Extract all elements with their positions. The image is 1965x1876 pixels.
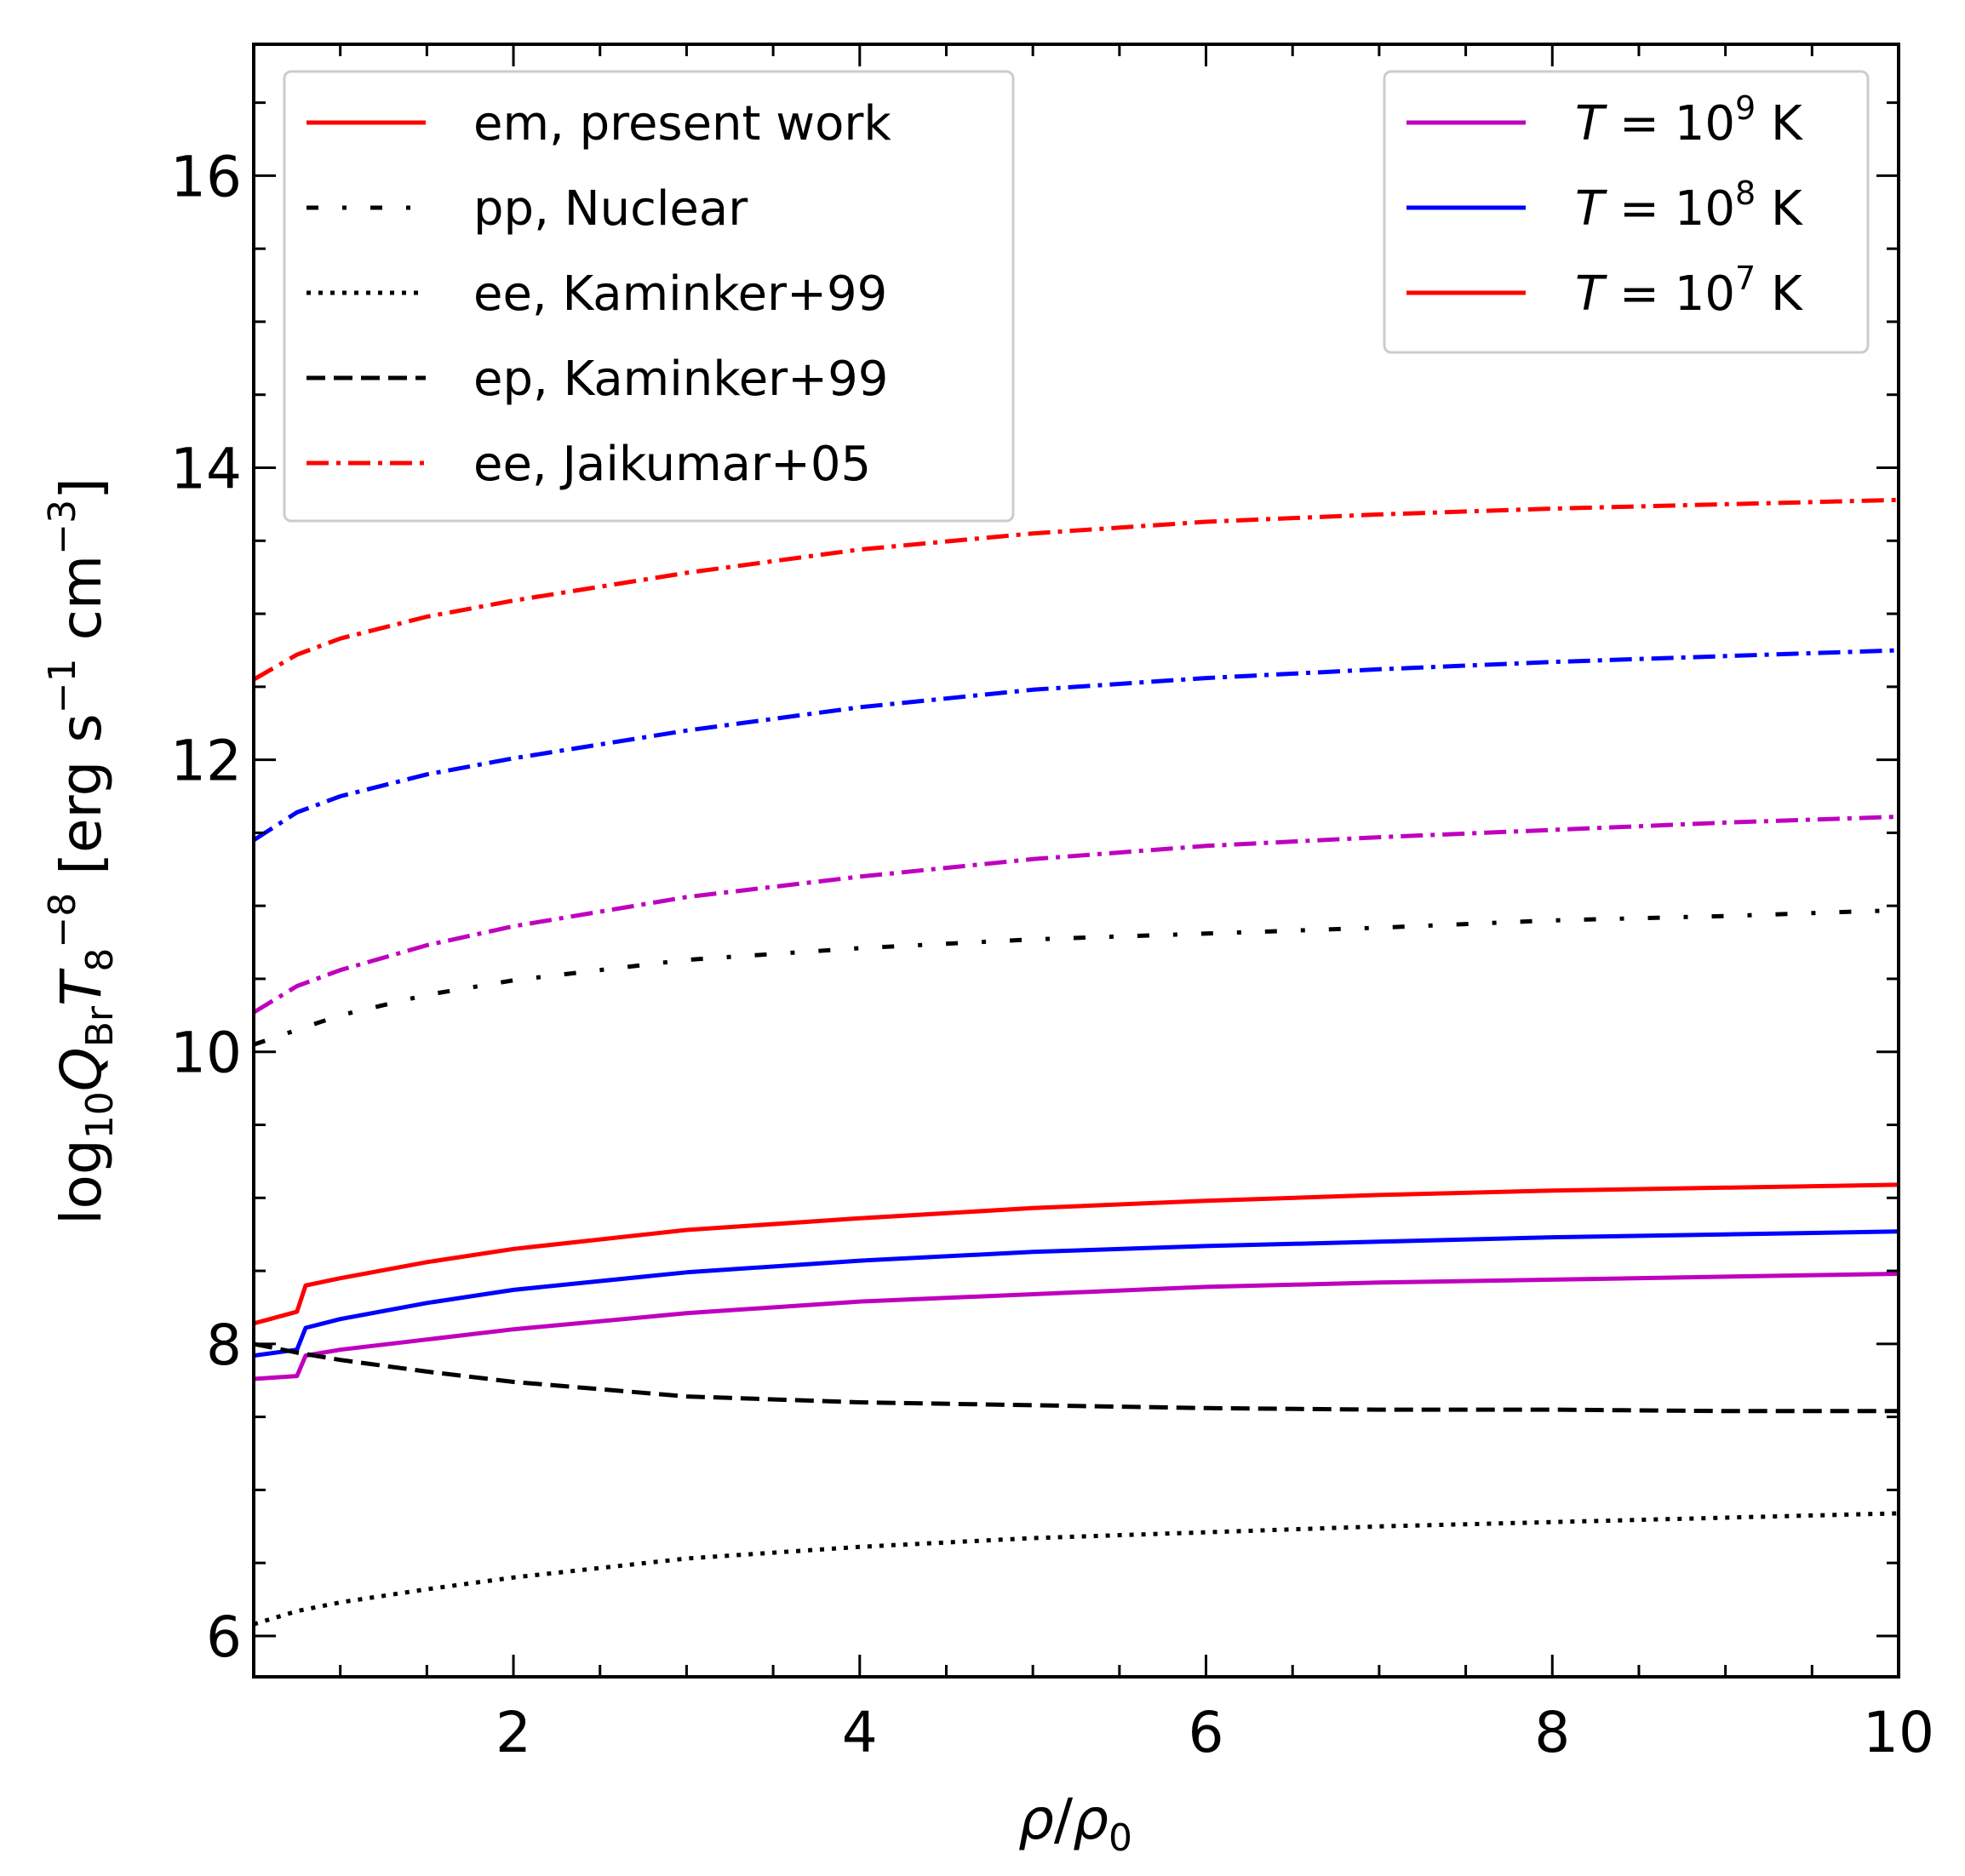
y-tick-label: 10 — [170, 1021, 242, 1086]
x-tick-label: 10 — [1863, 1700, 1934, 1765]
legend-datasets: em, present work pp, Nuclear ee, Kaminker+… — [283, 70, 1015, 523]
legend-label: em, present work — [473, 96, 891, 152]
series-line-6 — [254, 815, 1899, 1015]
y-tick-label: 12 — [170, 729, 242, 794]
legend-label: ep, Kaminker+99 — [473, 352, 888, 407]
series-line-0 — [254, 1272, 1899, 1381]
y-tick-label: 16 — [170, 144, 242, 209]
x-tick-label: 6 — [1189, 1700, 1224, 1765]
series-line-2 — [254, 1182, 1899, 1326]
x-tick-label: 4 — [842, 1700, 878, 1765]
series-line-3 — [254, 907, 1899, 1047]
legend-temperatures: T = 109 K T = 108 K T = 107 K — [1383, 70, 1870, 354]
legend-label: T = 109 K — [1575, 89, 1803, 152]
x-tick-label: 2 — [496, 1700, 531, 1765]
legend-box — [1383, 70, 1870, 354]
series-line-8 — [254, 497, 1899, 682]
series-line-4 — [254, 1511, 1899, 1627]
y-tick-labels: 6 8 10 12 14 16 — [170, 144, 242, 1670]
x-tick-label: 8 — [1534, 1700, 1570, 1765]
series-line-1 — [254, 1229, 1899, 1358]
series-line-5 — [254, 1341, 1899, 1414]
x-tick-labels: 2 4 6 8 10 — [496, 1700, 1934, 1765]
legend-label: T = 108 K — [1575, 174, 1803, 237]
series-line-7 — [254, 648, 1899, 843]
y-tick-label: 8 — [206, 1313, 242, 1378]
legend-box — [283, 70, 1015, 523]
plot-frame — [252, 43, 1900, 1679]
legend-label: ee, Jaikumar+05 — [473, 437, 871, 492]
plot-area — [254, 497, 1899, 1627]
y-axis-label: log10QBrT8−8 [erg s−1 cm−3] — [41, 478, 122, 1225]
legend-label: pp, Nuclear — [473, 181, 748, 237]
legend-label: T = 107 K — [1575, 260, 1803, 322]
legend-label: ee, Kaminker+99 — [473, 266, 887, 322]
x-axis-label: ρ/ρ0 — [1018, 1787, 1132, 1860]
y-tick-label: 14 — [170, 437, 242, 502]
y-tick-label: 6 — [206, 1604, 242, 1670]
